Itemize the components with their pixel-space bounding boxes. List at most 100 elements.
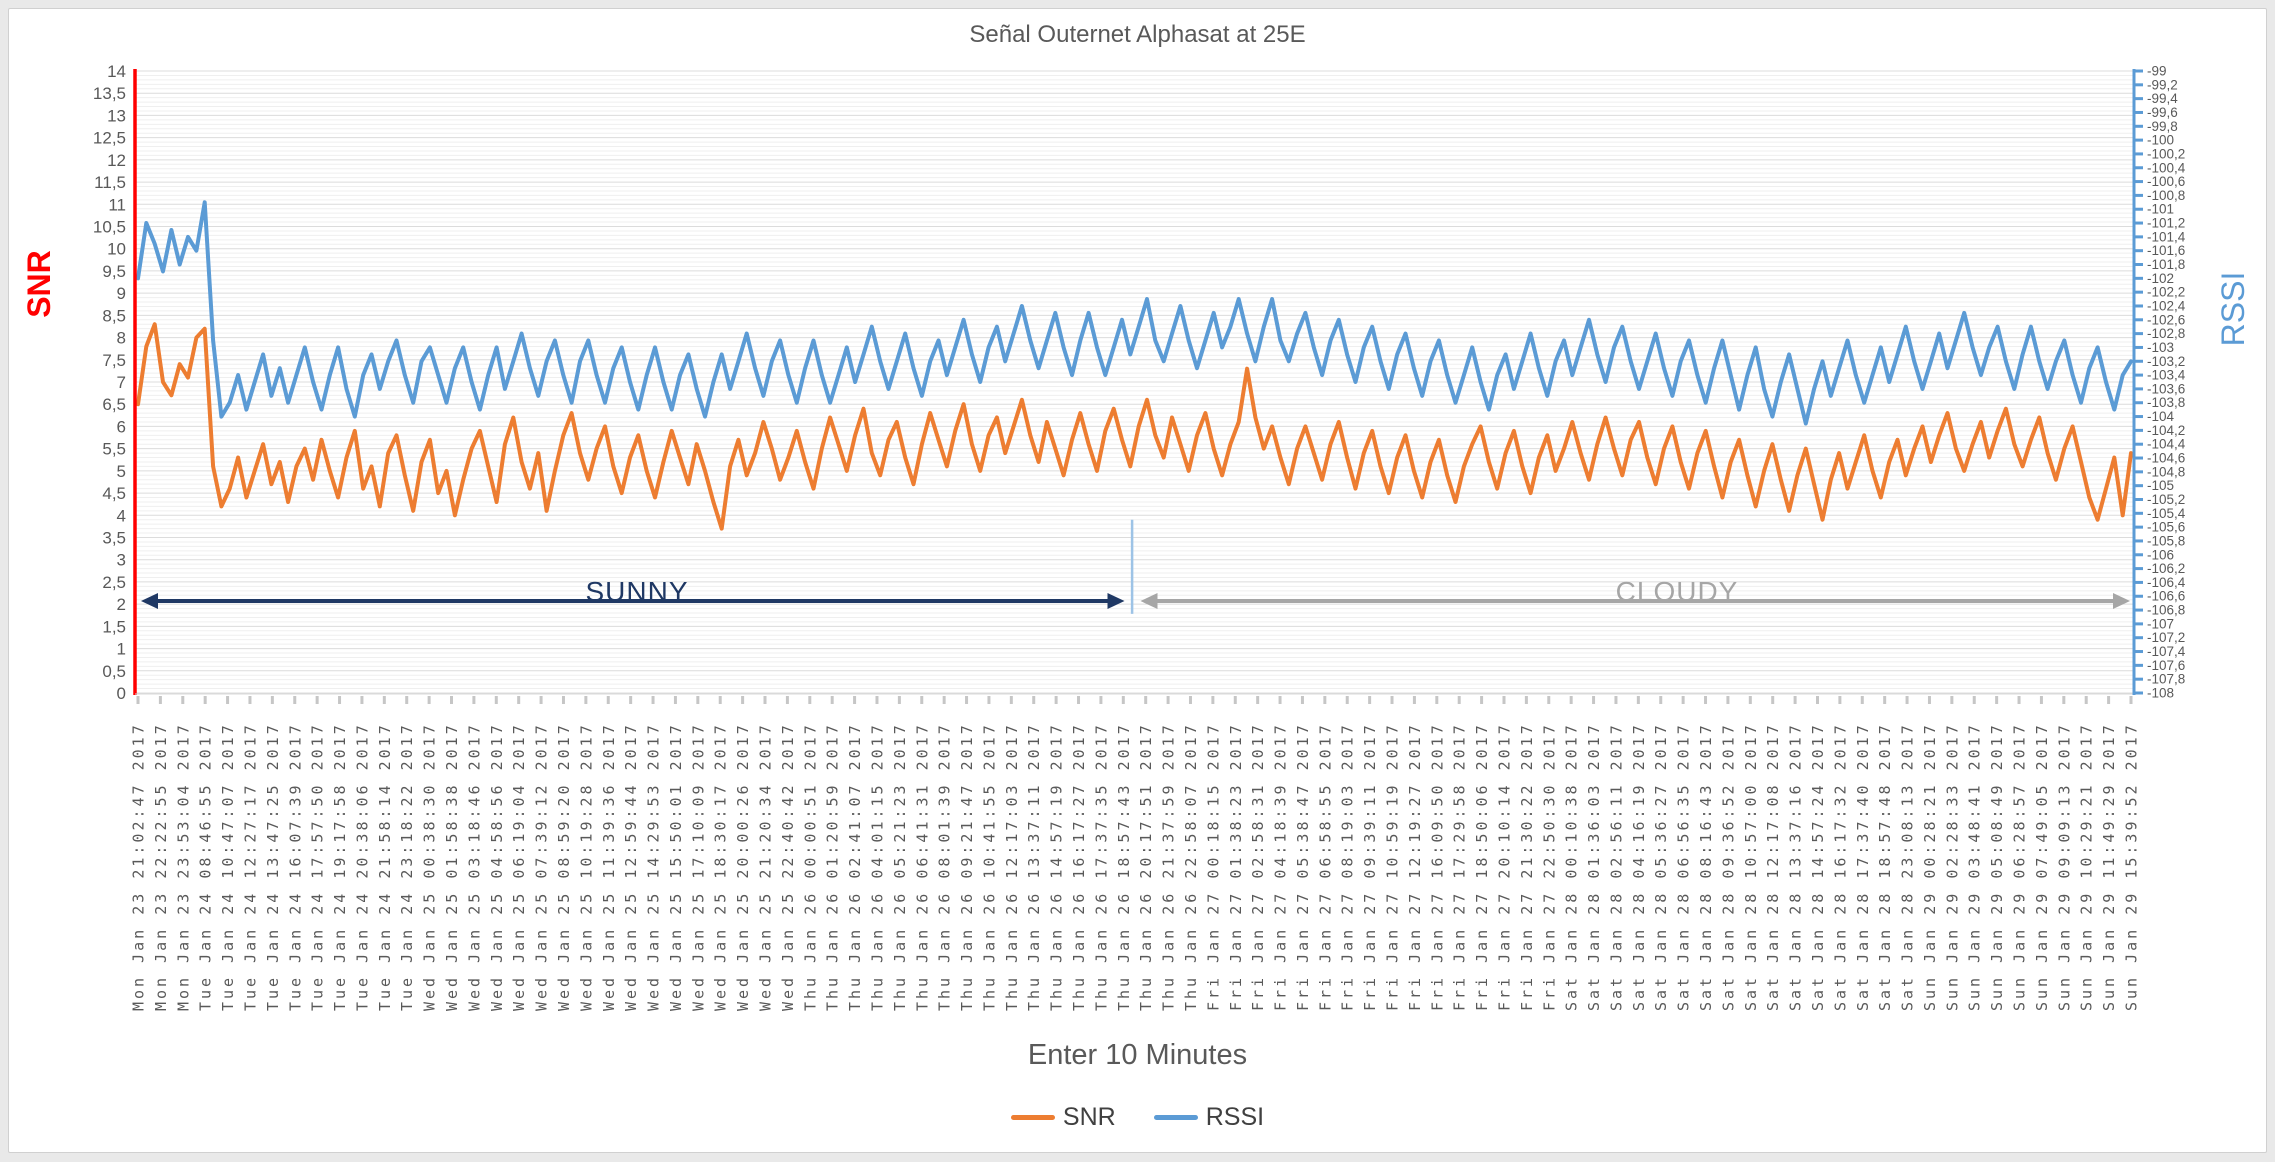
svg-text:-107: -107 <box>2147 616 2174 631</box>
svg-text:Tue Jan 24 23:18:22 2017: Tue Jan 24 23:18:22 2017 <box>398 722 416 1011</box>
svg-text:11,5: 11,5 <box>94 173 126 192</box>
svg-text:Wed Jan 25 22:40:42 2017: Wed Jan 25 22:40:42 2017 <box>779 722 797 1011</box>
svg-text:-100,2: -100,2 <box>2147 146 2185 161</box>
svg-text:Sat Jan 28 01:36:03 2017: Sat Jan 28 01:36:03 2017 <box>1585 722 1603 1011</box>
svg-text:Wed Jan 25 04:58:56 2017: Wed Jan 25 04:58:56 2017 <box>488 722 506 1011</box>
svg-text:Wed Jan 25 01:58:38 2017: Wed Jan 25 01:58:38 2017 <box>443 722 461 1011</box>
svg-text:-99,2: -99,2 <box>2147 77 2178 92</box>
svg-text:2,5: 2,5 <box>102 573 126 592</box>
svg-text:Thu Jan 26 20:17:51 2017: Thu Jan 26 20:17:51 2017 <box>1137 722 1155 1011</box>
svg-text:-106,6: -106,6 <box>2147 589 2185 604</box>
svg-text:Sat Jan 28 04:16:19 2017: Sat Jan 28 04:16:19 2017 <box>1630 722 1648 1011</box>
svg-text:Sun Jan 29 06:28:57 2017: Sun Jan 29 06:28:57 2017 <box>2011 722 2029 1011</box>
svg-text:-107,8: -107,8 <box>2147 672 2185 687</box>
svg-text:Thu Jan 26 21:37:59 2017: Thu Jan 26 21:37:59 2017 <box>1160 722 1178 1011</box>
svg-text:Wed Jan 25 06:19:04 2017: Wed Jan 25 06:19:04 2017 <box>510 722 528 1011</box>
svg-text:-102,4: -102,4 <box>2147 298 2186 313</box>
svg-text:Fri Jan 27 21:30:22 2017: Fri Jan 27 21:30:22 2017 <box>1518 722 1536 1011</box>
right-axis-tick-labels: -99-99,2-99,4-99,6-99,8-100-100,2-100,4-… <box>2135 64 2186 701</box>
svg-text:-105,2: -105,2 <box>2147 492 2185 507</box>
svg-text:-101,6: -101,6 <box>2147 243 2185 258</box>
svg-text:Fri Jan 27 08:19:03 2017: Fri Jan 27 08:19:03 2017 <box>1339 722 1357 1011</box>
svg-text:-101: -101 <box>2147 202 2174 217</box>
svg-text:Fri Jan 27 10:59:19 2017: Fri Jan 27 10:59:19 2017 <box>1384 722 1402 1011</box>
svg-text:Fri Jan 27 09:39:11 2017: Fri Jan 27 09:39:11 2017 <box>1361 722 1379 1011</box>
svg-text:Wed Jan 25 08:59:20 2017: Wed Jan 25 08:59:20 2017 <box>555 722 573 1011</box>
svg-text:-105,6: -105,6 <box>2147 520 2185 535</box>
svg-text:-107,2: -107,2 <box>2147 630 2185 645</box>
svg-text:-100,8: -100,8 <box>2147 188 2185 203</box>
svg-text:Wed Jan 25 14:29:53 2017: Wed Jan 25 14:29:53 2017 <box>645 722 663 1011</box>
svg-text:Sat Jan 28 08:16:43 2017: Sat Jan 28 08:16:43 2017 <box>1697 722 1715 1011</box>
svg-text:Sun Jan 29 05:08:49 2017: Sun Jan 29 05:08:49 2017 <box>1988 722 2006 1011</box>
svg-text:13: 13 <box>107 106 126 125</box>
rssi-legend-swatch <box>1153 1115 1198 1120</box>
svg-text:Sat Jan 28 16:17:32 2017: Sat Jan 28 16:17:32 2017 <box>1831 722 1849 1011</box>
svg-text:Wed Jan 25 20:00:26 2017: Wed Jan 25 20:00:26 2017 <box>734 722 752 1011</box>
svg-text:-99,4: -99,4 <box>2147 91 2178 106</box>
svg-text:Sat Jan 28 06:56:35 2017: Sat Jan 28 06:56:35 2017 <box>1675 722 1693 1011</box>
svg-text:-103,2: -103,2 <box>2147 354 2185 369</box>
svg-text:Thu Jan 26 01:20:59 2017: Thu Jan 26 01:20:59 2017 <box>824 722 842 1011</box>
svg-text:Fri Jan 27 01:38:23 2017: Fri Jan 27 01:38:23 2017 <box>1227 722 1245 1011</box>
svg-text:Sat Jan 28 14:57:24 2017: Sat Jan 28 14:57:24 2017 <box>1809 722 1827 1011</box>
svg-text:Tue Jan 24 17:57:50 2017: Tue Jan 24 17:57:50 2017 <box>309 722 327 1011</box>
svg-text:-101,4: -101,4 <box>2147 229 2186 244</box>
axis-lines <box>133 69 2142 695</box>
svg-text:-103,6: -103,6 <box>2147 381 2185 396</box>
legend: SNR RSSI <box>9 1103 2266 1132</box>
svg-text:13,5: 13,5 <box>93 84 126 103</box>
svg-text:-100,4: -100,4 <box>2147 160 2186 175</box>
svg-text:Wed Jan 25 15:50:01 2017: Wed Jan 25 15:50:01 2017 <box>667 722 685 1011</box>
snr-legend-label: SNR <box>1062 1103 1116 1131</box>
svg-text:Thu Jan 26 10:41:55 2017: Thu Jan 26 10:41:55 2017 <box>980 722 998 1011</box>
svg-text:Tue Jan 24 08:46:55 2017: Tue Jan 24 08:46:55 2017 <box>197 722 215 1011</box>
svg-text:Mon Jan 23 23:53:04 2017: Mon Jan 23 23:53:04 2017 <box>174 722 192 1011</box>
svg-text:8,5: 8,5 <box>102 306 126 325</box>
x-axis-title: Enter 10 Minutes <box>1027 1039 1248 1071</box>
rssi-legend-label: RSSI <box>1205 1103 1265 1131</box>
svg-text:-106: -106 <box>2147 547 2174 562</box>
svg-text:Fri Jan 27 00:18:15 2017: Fri Jan 27 00:18:15 2017 <box>1204 722 1222 1011</box>
svg-text:3: 3 <box>117 551 126 570</box>
svg-text:Fri Jan 27 02:58:31 2017: Fri Jan 27 02:58:31 2017 <box>1249 722 1267 1011</box>
svg-text:Tue Jan 24 16:07:39 2017: Tue Jan 24 16:07:39 2017 <box>286 722 304 1011</box>
svg-text:Tue Jan 24 20:38:06 2017: Tue Jan 24 20:38:06 2017 <box>353 722 371 1011</box>
svg-text:Sat Jan 28 05:36:27 2017: Sat Jan 28 05:36:27 2017 <box>1652 722 1670 1011</box>
svg-text:2: 2 <box>117 595 126 614</box>
svg-text:4,5: 4,5 <box>102 484 126 503</box>
svg-text:Wed Jan 25 12:59:44 2017: Wed Jan 25 12:59:44 2017 <box>622 722 640 1011</box>
legend-item-rssi: RSSI <box>1153 1103 1265 1132</box>
svg-text:Thu Jan 26 16:17:27 2017: Thu Jan 26 16:17:27 2017 <box>1070 722 1088 1011</box>
svg-text:9,5: 9,5 <box>102 262 126 281</box>
svg-text:-102,8: -102,8 <box>2147 326 2185 341</box>
svg-text:-103,8: -103,8 <box>2147 395 2185 410</box>
svg-text:-106,4: -106,4 <box>2147 575 2186 590</box>
svg-text:Tue Jan 24 10:47:07 2017: Tue Jan 24 10:47:07 2017 <box>219 722 237 1011</box>
svg-text:3,5: 3,5 <box>102 529 126 548</box>
svg-text:7,5: 7,5 <box>102 351 126 370</box>
svg-text:6: 6 <box>117 417 126 436</box>
svg-text:-100,6: -100,6 <box>2147 174 2185 189</box>
svg-text:Mon Jan 23 22:22:55 2017: Mon Jan 23 22:22:55 2017 <box>152 722 170 1011</box>
svg-text:Fri Jan 27 16:09:50 2017: Fri Jan 27 16:09:50 2017 <box>1428 722 1446 1011</box>
svg-text:-104: -104 <box>2147 409 2175 424</box>
sunny-arrow <box>140 593 1125 610</box>
svg-text:-101,2: -101,2 <box>2147 216 2185 231</box>
svg-text:10,5: 10,5 <box>93 218 126 237</box>
svg-text:Sat Jan 28 17:37:40 2017: Sat Jan 28 17:37:40 2017 <box>1854 722 1872 1011</box>
svg-text:-103: -103 <box>2147 340 2174 355</box>
svg-text:Tue Jan 24 12:27:17 2017: Tue Jan 24 12:27:17 2017 <box>241 722 259 1011</box>
chart-title: Señal Outernet Alphasat at 25E <box>969 21 1306 48</box>
svg-text:Sat Jan 28 02:56:11 2017: Sat Jan 28 02:56:11 2017 <box>1607 722 1625 1011</box>
svg-text:Sun Jan 29 07:49:05 2017: Sun Jan 29 07:49:05 2017 <box>2033 722 2051 1011</box>
svg-text:Sat Jan 28 18:57:48 2017: Sat Jan 28 18:57:48 2017 <box>1876 722 1894 1011</box>
svg-text:Wed Jan 25 18:30:17 2017: Wed Jan 25 18:30:17 2017 <box>712 722 730 1011</box>
svg-text:-107,4: -107,4 <box>2147 644 2186 659</box>
svg-text:12,5: 12,5 <box>93 129 126 148</box>
svg-text:Sun Jan 29 02:28:33 2017: Sun Jan 29 02:28:33 2017 <box>1943 722 1961 1011</box>
svg-text:Thu Jan 26 05:21:23 2017: Thu Jan 26 05:21:23 2017 <box>891 722 909 1011</box>
svg-text:Tue Jan 24 19:17:58 2017: Tue Jan 24 19:17:58 2017 <box>331 722 349 1011</box>
svg-text:Tue Jan 24 13:47:25 2017: Tue Jan 24 13:47:25 2017 <box>264 722 282 1011</box>
svg-text:Thu Jan 26 12:17:03 2017: Thu Jan 26 12:17:03 2017 <box>1003 722 1021 1011</box>
